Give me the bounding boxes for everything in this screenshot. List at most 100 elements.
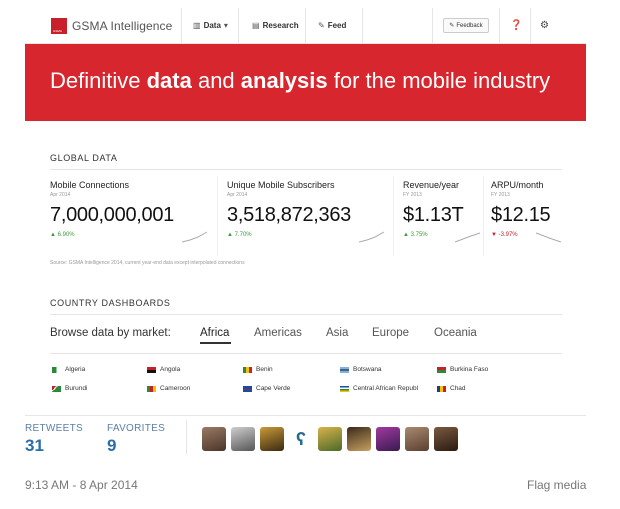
avatar[interactable] <box>260 427 284 451</box>
country-name: Chad <box>450 385 466 392</box>
retweets-label: RETWEETS <box>25 423 83 434</box>
document-icon: ▤ <box>252 21 260 30</box>
country-link-benin[interactable]: Benin <box>243 366 273 373</box>
metric-change: ▲ 7.70% <box>227 232 252 238</box>
algeria-flag-icon <box>52 366 61 373</box>
nav-divider <box>499 8 500 44</box>
country-name: Benin <box>256 366 273 373</box>
avatar[interactable] <box>231 427 255 451</box>
gsma-logo-mark: GSMA <box>51 18 67 34</box>
favorites-count[interactable]: 9 <box>107 436 117 455</box>
metric-value: $1.13T <box>403 204 464 226</box>
metric-label: Revenue/year <box>403 180 460 190</box>
metric-date: FY 2013 <box>491 192 510 198</box>
settings-gear-icon[interactable]: ⚙ <box>540 20 549 31</box>
section-divider <box>50 169 562 170</box>
tab-americas[interactable]: Americas <box>254 327 302 339</box>
country-name: Algeria <box>65 366 86 373</box>
burundi-flag-icon <box>52 385 61 392</box>
country-link-central-african-republic[interactable]: Central African Republ <box>340 385 418 392</box>
flag-media-link[interactable]: Flag media <box>527 478 587 492</box>
nav-feed-label: Feed <box>327 21 347 30</box>
nav-divider <box>530 8 531 44</box>
metric-change: ▼ -3.97% <box>491 232 518 238</box>
country-link-cameroon[interactable]: Cameroon <box>147 385 190 392</box>
avatar[interactable] <box>202 427 226 451</box>
embedded-site-screenshot: GSMA GSMA Intelligence ▥ Data ▾ ▤ Resear… <box>25 8 586 410</box>
section-divider <box>50 353 562 354</box>
retweets-count[interactable]: 31 <box>25 436 44 455</box>
country-link-angola[interactable]: Angola <box>147 366 180 373</box>
metric-change: ▲ 6.90% <box>50 232 75 238</box>
tab-oceania[interactable]: Oceania <box>434 327 477 339</box>
metric-divider <box>217 176 218 256</box>
country-dashboards-title: COUNTRY DASHBOARDS <box>50 298 171 308</box>
metric-date: Apr 2014 <box>50 192 71 198</box>
metric-date: FY 2013 <box>403 192 422 198</box>
avatar[interactable]: ʕ <box>289 427 313 451</box>
tab-africa[interactable]: Africa <box>200 327 230 339</box>
avatar[interactable] <box>434 427 458 451</box>
metric-divider <box>483 176 484 256</box>
hero-headline: Definitive data and analysis for the mob… <box>50 68 551 93</box>
nav-research-label: Research <box>262 21 299 30</box>
help-icon[interactable]: ❓ <box>510 20 523 31</box>
metric-label: ARPU/month <box>491 180 544 190</box>
logo-text: GSMA Intelligence <box>72 19 173 33</box>
feedback-button[interactable]: ✎ Feedback <box>443 18 489 33</box>
country-link-burkina-faso[interactable]: Burkina Faso <box>437 366 488 373</box>
metric-label: Mobile Connections <box>50 180 130 190</box>
country-name: Angola <box>160 366 181 373</box>
burkina-faso-flag-icon <box>437 366 446 373</box>
country-name: Burkina Faso <box>450 366 489 373</box>
cameroon-flag-icon <box>147 385 156 392</box>
gsma-logo[interactable]: GSMA GSMA Intelligence <box>51 18 172 34</box>
metric-revenue[interactable]: Revenue/year FY 2013 $1.13T ▲ 3.75% <box>403 180 464 238</box>
source-note: Source: GSMA Intelligence 2014, current … <box>50 260 245 266</box>
nav-data[interactable]: ▥ Data ▾ <box>193 21 228 30</box>
nav-data-label: Data <box>203 21 221 30</box>
metric-label: Unique Mobile Subscribers <box>227 180 335 190</box>
nav-divider <box>432 8 433 44</box>
active-tab-underline <box>200 342 231 344</box>
country-link-cape-verde[interactable]: Cape Verde <box>243 385 290 392</box>
country-name: Cameroon <box>160 385 191 392</box>
avatar[interactable] <box>405 427 429 451</box>
browse-market-label: Browse data by market: <box>50 327 171 339</box>
nav-feed[interactable]: ✎ Feed <box>318 21 346 30</box>
metric-arpu[interactable]: ARPU/month FY 2013 $12.15 ▼ -3.97% <box>491 180 551 238</box>
avatar[interactable] <box>318 427 342 451</box>
country-name: Cape Verde <box>256 385 291 392</box>
chad-flag-icon <box>437 385 446 392</box>
country-link-botswana[interactable]: Botswana <box>340 366 382 373</box>
country-link-burundi[interactable]: Burundi <box>52 385 87 392</box>
country-link-chad[interactable]: Chad <box>437 385 466 392</box>
botswana-flag-icon <box>340 366 349 373</box>
metric-change: ▲ 3.75% <box>403 232 428 238</box>
favorites-label: FAVORITES <box>107 423 166 434</box>
tab-asia[interactable]: Asia <box>326 327 349 339</box>
metric-unique-subscribers[interactable]: Unique Mobile Subscribers Apr 2014 3,518… <box>227 180 351 238</box>
tab-europe[interactable]: Europe <box>372 327 410 339</box>
sparkline-chart-icon <box>182 231 208 243</box>
metric-value: 3,518,872,363 <box>227 204 352 226</box>
avatar[interactable] <box>347 427 371 451</box>
country-name: Burundi <box>65 385 88 392</box>
rss-icon: ✎ <box>318 21 325 30</box>
section-divider <box>50 314 562 315</box>
cape-verde-flag-icon <box>243 385 252 392</box>
country-name: Botswana <box>353 366 382 373</box>
stats-divider <box>186 420 187 454</box>
nav-divider <box>238 8 239 44</box>
avatar[interactable] <box>376 427 400 451</box>
pencil-icon: ✎ <box>449 23 455 29</box>
bar-chart-icon: ▥ <box>193 21 201 30</box>
nav-divider <box>362 8 363 44</box>
country-link-algeria[interactable]: Algeria <box>52 366 85 373</box>
chevron-down-icon: ▾ <box>223 21 228 30</box>
sparkline-chart-icon <box>455 232 481 243</box>
metric-mobile-connections[interactable]: Mobile Connections Apr 2014 7,000,000,00… <box>50 180 174 238</box>
nav-research[interactable]: ▤ Research <box>252 21 299 30</box>
site-topbar: GSMA GSMA Intelligence ▥ Data ▾ ▤ Resear… <box>25 8 586 44</box>
tweet-timestamp[interactable]: 9:13 AM - 8 Apr 2014 <box>25 478 138 492</box>
